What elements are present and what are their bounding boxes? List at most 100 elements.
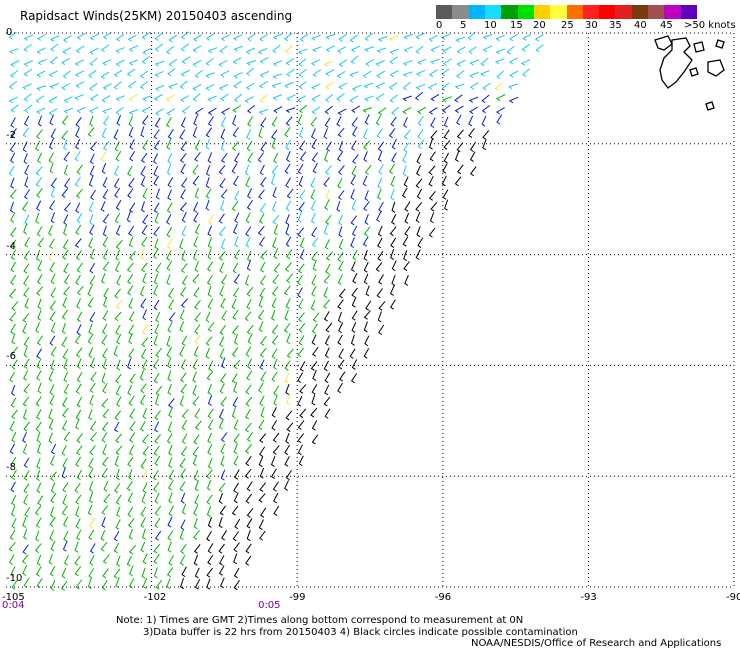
wind-barb bbox=[114, 140, 120, 152]
wind-barb bbox=[10, 60, 20, 67]
wind-barb bbox=[48, 152, 54, 163]
wind-barb bbox=[284, 309, 289, 321]
wind-barb bbox=[351, 105, 361, 113]
wind-barb bbox=[140, 152, 148, 163]
wind-barb bbox=[416, 188, 423, 200]
wind-barb bbox=[102, 261, 110, 272]
wind-barb bbox=[193, 287, 200, 298]
wind-barb bbox=[193, 236, 199, 248]
wind-barb bbox=[272, 432, 280, 443]
wind-barb bbox=[192, 127, 198, 139]
wind-barb bbox=[338, 82, 348, 90]
wind-barb bbox=[245, 176, 251, 188]
wind-barb bbox=[337, 299, 344, 310]
wind-barb bbox=[50, 540, 56, 552]
wind-barb bbox=[299, 151, 307, 162]
wind-barb bbox=[63, 139, 68, 151]
wind-barb bbox=[61, 115, 69, 126]
wind-barb bbox=[257, 225, 265, 236]
wind-barb bbox=[218, 60, 228, 67]
wind-barb bbox=[468, 128, 475, 139]
wind-barb bbox=[363, 226, 371, 237]
wind-barb bbox=[102, 31, 112, 40]
wind-barb bbox=[89, 262, 96, 274]
wind-barb bbox=[404, 274, 409, 286]
wind-barb bbox=[128, 348, 135, 359]
wind-barb bbox=[430, 130, 438, 140]
wind-barb bbox=[23, 287, 30, 298]
wind-barb bbox=[101, 334, 108, 346]
wind-barb bbox=[35, 166, 43, 176]
wind-barb bbox=[101, 398, 109, 408]
wind-barb bbox=[128, 577, 135, 589]
wind-barb bbox=[88, 347, 94, 359]
wind-barb bbox=[310, 188, 316, 200]
wind-barb bbox=[90, 371, 97, 382]
wind-barb bbox=[192, 273, 200, 284]
wind-barb bbox=[37, 260, 43, 272]
wind-barb bbox=[337, 251, 344, 262]
longitude-tick-label: -96 bbox=[434, 592, 452, 603]
latitude-tick-label: -2 bbox=[6, 129, 16, 141]
wind-barb bbox=[336, 116, 342, 127]
wind-barb bbox=[272, 214, 280, 225]
wind-barb bbox=[152, 470, 159, 481]
wind-barb bbox=[454, 83, 465, 90]
wind-barb bbox=[284, 127, 291, 138]
wind-barb bbox=[37, 309, 42, 321]
wind-barb bbox=[128, 115, 134, 127]
wind-barb bbox=[10, 397, 17, 408]
wind-barb bbox=[167, 398, 175, 408]
wind-barb bbox=[297, 444, 303, 456]
wind-barb bbox=[180, 141, 187, 152]
wind-barb bbox=[270, 468, 277, 479]
wind-barb bbox=[113, 178, 120, 189]
wind-barb bbox=[24, 214, 30, 226]
wind-barb bbox=[49, 566, 56, 577]
wind-barb bbox=[192, 446, 199, 457]
wind-barb bbox=[166, 45, 175, 55]
wind-barb bbox=[193, 346, 199, 357]
wind-barb bbox=[389, 48, 400, 55]
latitude-tick-label: 0 bbox=[6, 27, 13, 38]
latitude-tick-label: -8 bbox=[6, 462, 16, 474]
wind-barb bbox=[219, 505, 227, 516]
wind-barb bbox=[247, 116, 254, 127]
wind-barb bbox=[273, 152, 279, 164]
wind-barb bbox=[193, 434, 200, 445]
wind-barb bbox=[311, 420, 318, 431]
wind-barb bbox=[338, 359, 345, 370]
wind-barb bbox=[22, 544, 29, 555]
wind-barb bbox=[208, 214, 214, 225]
scale-swatch bbox=[517, 5, 534, 19]
wind-barb bbox=[37, 237, 45, 248]
wind-barb bbox=[245, 226, 252, 237]
wind-barb bbox=[311, 274, 317, 286]
wind-barb bbox=[180, 286, 187, 297]
wind-barb bbox=[154, 421, 160, 433]
wind-barb bbox=[391, 201, 396, 213]
wind-barb bbox=[207, 95, 217, 102]
wind-barb bbox=[234, 152, 240, 163]
wind-barb bbox=[324, 150, 329, 162]
wind-barb bbox=[441, 175, 447, 187]
wind-barb bbox=[297, 395, 303, 407]
wind-barb bbox=[220, 189, 228, 199]
wind-barb bbox=[63, 431, 71, 442]
wind-barb bbox=[245, 384, 252, 395]
wind-barb bbox=[259, 275, 267, 286]
wind-barb bbox=[299, 33, 309, 42]
wind-barb bbox=[246, 60, 257, 66]
wind-barb bbox=[207, 383, 212, 395]
wind-barb bbox=[246, 67, 255, 77]
wind-barb bbox=[299, 237, 305, 249]
wind-barb bbox=[298, 81, 307, 90]
wind-barb bbox=[325, 69, 335, 77]
wind-barb bbox=[23, 369, 29, 381]
wind-barb bbox=[310, 407, 318, 418]
wind-barb bbox=[166, 578, 171, 589]
wind-barb bbox=[74, 555, 81, 566]
wind-barb bbox=[246, 518, 253, 529]
wind-barb bbox=[194, 578, 201, 590]
scale-swatch bbox=[484, 5, 502, 19]
